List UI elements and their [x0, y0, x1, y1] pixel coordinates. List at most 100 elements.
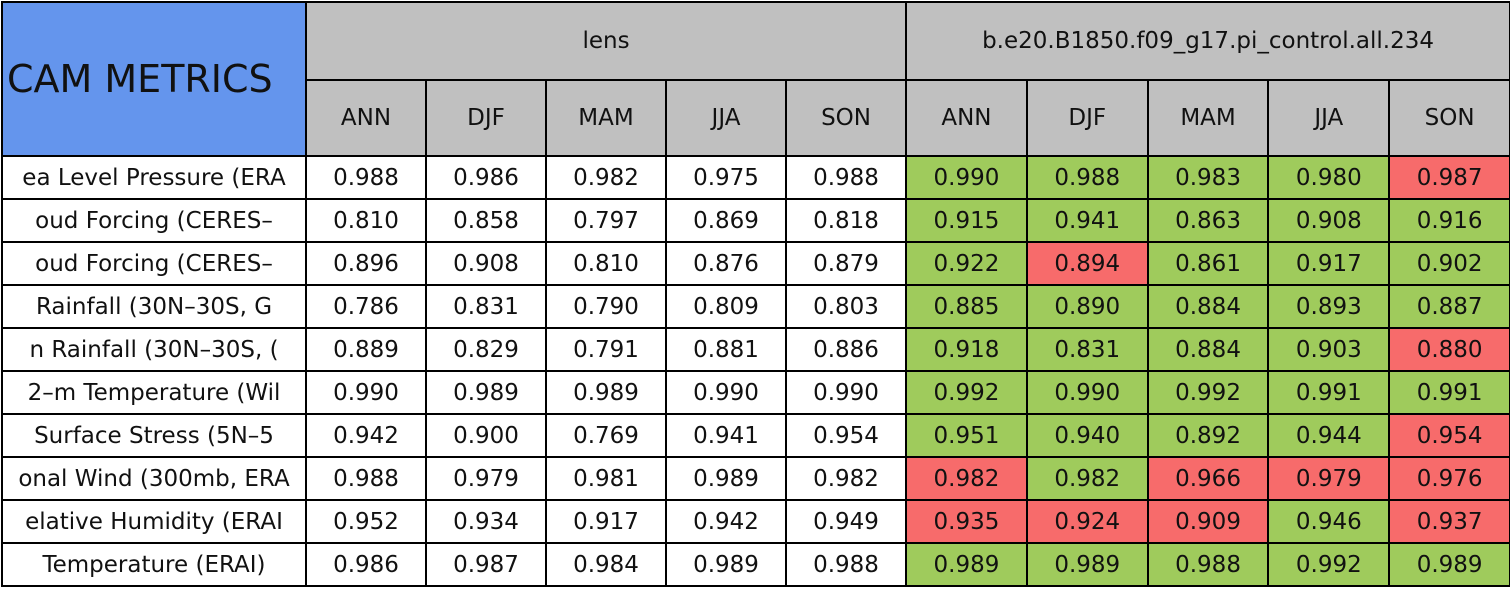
- metric-value: 0.988: [1025, 155, 1149, 200]
- metric-value: 0.908: [425, 241, 547, 286]
- metric-value: 0.981: [545, 456, 667, 501]
- metric-row: n Rainfall (30N–30S, (0.889 0.829 0.791 0.8…: [1, 327, 1510, 372]
- metric-value: 0.858: [425, 198, 547, 243]
- metric-value: 0.934: [425, 499, 547, 544]
- metric-row: elative Humidity (ERAI 0.952 0.934 0.917 0.9…: [1, 499, 1510, 544]
- metric-label: Temperature (ERAI): [1, 542, 307, 587]
- metric-value: 0.989: [545, 370, 667, 415]
- metric-value: 0.951: [905, 413, 1028, 458]
- metric-value: 0.790: [545, 284, 667, 329]
- metric-value: 0.810: [545, 241, 667, 286]
- metric-value: 0.786: [305, 284, 427, 329]
- metric-value: 0.989: [905, 542, 1028, 587]
- metric-value: 0.769: [545, 413, 667, 458]
- season-header: DJF: [425, 79, 547, 157]
- metric-value: 0.937: [1388, 499, 1510, 544]
- metric-value: 0.915: [905, 198, 1028, 243]
- metric-value: 0.917: [1267, 241, 1391, 286]
- metric-value: 0.992: [1146, 370, 1270, 415]
- metric-value: 0.900: [425, 413, 547, 458]
- metric-value: 0.944: [1267, 413, 1391, 458]
- metric-row: Surface Stress (5N–5 0.942 0.900 0.769 0.941…: [1, 413, 1510, 458]
- metric-value: 0.831: [425, 284, 547, 329]
- metric-value: 0.896: [305, 241, 427, 286]
- metric-value: 0.983: [1146, 155, 1270, 200]
- metric-value: 0.990: [305, 370, 427, 415]
- metric-value: 0.884: [1146, 284, 1270, 329]
- metric-value: 0.861: [1146, 241, 1270, 286]
- metric-value: 0.988: [305, 155, 427, 200]
- metric-value: 0.810: [305, 198, 427, 243]
- metric-label: oud Forcing (CERES–: [1, 241, 307, 286]
- metric-value: 0.975: [665, 155, 787, 200]
- metric-value: 0.989: [1388, 542, 1510, 587]
- metric-label: onal Wind (300mb, ERA: [1, 456, 307, 501]
- metric-row: oud Forcing (CERES– 0.896 0.908 0.810 0.876 0…: [1, 241, 1510, 286]
- metric-value: 0.908: [1267, 198, 1391, 243]
- metric-value: 0.941: [665, 413, 787, 458]
- metric-value: 0.909: [1146, 499, 1270, 544]
- season-header: JJA: [665, 79, 787, 157]
- metric-label: elative Humidity (ERAI: [1, 499, 307, 544]
- metric-value: 0.986: [425, 155, 547, 200]
- metric-value: 0.987: [425, 542, 547, 587]
- metric-value: 0.989: [665, 456, 787, 501]
- metric-label: Surface Stress (5N–5: [1, 413, 307, 458]
- metric-value: 0.990: [1025, 370, 1149, 415]
- metric-value: 0.893: [1267, 284, 1391, 329]
- metric-value: 0.890: [1025, 284, 1149, 329]
- metric-row: Temperature (ERAI) 0.986 0.987 0.984 0.989 0.…: [1, 542, 1510, 587]
- metric-value: 0.940: [1025, 413, 1149, 458]
- metric-value: 0.886: [784, 327, 908, 372]
- metric-value: 0.987: [1388, 155, 1510, 200]
- metric-value: 0.942: [665, 499, 787, 544]
- metric-value: 0.791: [545, 327, 667, 372]
- metric-value: 0.990: [905, 155, 1028, 200]
- metric-value: 0.989: [1025, 542, 1149, 587]
- metric-value: 0.990: [665, 370, 787, 415]
- metric-value: 0.982: [905, 456, 1028, 501]
- metric-value: 0.992: [1267, 542, 1391, 587]
- metric-value: 0.916: [1388, 198, 1510, 243]
- metric-value: 0.991: [1388, 370, 1510, 415]
- metric-value: 0.879: [784, 241, 908, 286]
- metric-label: n Rainfall (30N–30S, (: [1, 327, 307, 372]
- metric-value: 0.979: [425, 456, 547, 501]
- metric-value: 0.918: [905, 327, 1028, 372]
- metric-label: ea Level Pressure (ERA: [1, 155, 307, 200]
- metric-value: 0.884: [1146, 327, 1270, 372]
- metric-value: 0.988: [305, 456, 427, 501]
- metric-value: 0.991: [1267, 370, 1391, 415]
- metric-value: 0.917: [545, 499, 667, 544]
- season-header: MAM: [1146, 79, 1270, 157]
- metric-value: 0.982: [545, 155, 667, 200]
- table-title: CAM METRICS: [1, 1, 307, 157]
- metric-value: 0.976: [1388, 456, 1510, 501]
- metric-value: 0.982: [784, 456, 908, 501]
- metric-value: 0.922: [905, 241, 1028, 286]
- season-header: JJA: [1267, 79, 1391, 157]
- metric-value: 0.803: [784, 284, 908, 329]
- metric-value: 0.988: [784, 542, 908, 587]
- metric-row: ea Level Pressure (ERA 0.988 0.986 0.982 0.9…: [1, 155, 1510, 200]
- metric-label: 2–m Temperature (Wil: [1, 370, 307, 415]
- metric-value: 0.902: [1388, 241, 1510, 286]
- metric-value: 0.946: [1267, 499, 1391, 544]
- metric-label: Rainfall (30N–30S, G: [1, 284, 307, 329]
- metric-value: 0.881: [665, 327, 787, 372]
- metric-value: 0.949: [784, 499, 908, 544]
- metric-value: 0.903: [1267, 327, 1391, 372]
- metric-value: 0.988: [1146, 542, 1270, 587]
- metric-value: 0.989: [425, 370, 547, 415]
- metric-value: 0.941: [1025, 198, 1149, 243]
- metric-value: 0.887: [1388, 284, 1510, 329]
- metric-value: 0.818: [784, 198, 908, 243]
- metric-value: 0.954: [784, 413, 908, 458]
- metric-value: 0.966: [1146, 456, 1270, 501]
- season-header: SON: [784, 79, 908, 157]
- metric-value: 0.952: [305, 499, 427, 544]
- metric-value: 0.894: [1025, 241, 1149, 286]
- metric-value: 0.809: [665, 284, 787, 329]
- season-row: ANN DJF MAM JJA SON ANN DJF MAM JJA SON: [2, 79, 1510, 157]
